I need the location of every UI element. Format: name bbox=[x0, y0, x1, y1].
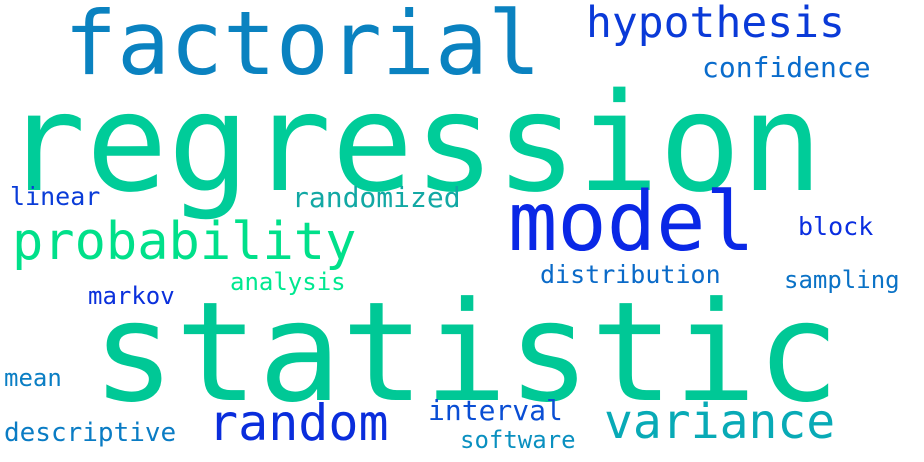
word-mean: mean bbox=[4, 364, 62, 392]
word-software: software bbox=[460, 426, 576, 454]
word-random: random bbox=[208, 394, 389, 452]
word-distribution: distribution bbox=[540, 260, 721, 289]
word-block: block bbox=[798, 212, 874, 241]
word-descriptive: descriptive bbox=[4, 418, 177, 448]
word-randomized: randomized bbox=[292, 181, 461, 214]
word-factorial: factorial bbox=[64, 0, 541, 95]
word-hypothesis: hypothesis bbox=[586, 0, 845, 48]
word-probability: probability bbox=[12, 212, 357, 272]
word-markov: markov bbox=[88, 282, 175, 310]
word-interval: interval bbox=[428, 394, 563, 427]
word-statistic: statistic bbox=[92, 272, 840, 433]
word-confidence: confidence bbox=[702, 51, 871, 84]
word-variance: variance bbox=[604, 394, 836, 450]
word-linear: linear bbox=[10, 182, 101, 211]
word-analysis: analysis bbox=[230, 268, 346, 296]
word-sampling: sampling bbox=[784, 266, 900, 294]
word-model: model bbox=[508, 175, 755, 270]
word-regression: regression bbox=[4, 65, 823, 223]
